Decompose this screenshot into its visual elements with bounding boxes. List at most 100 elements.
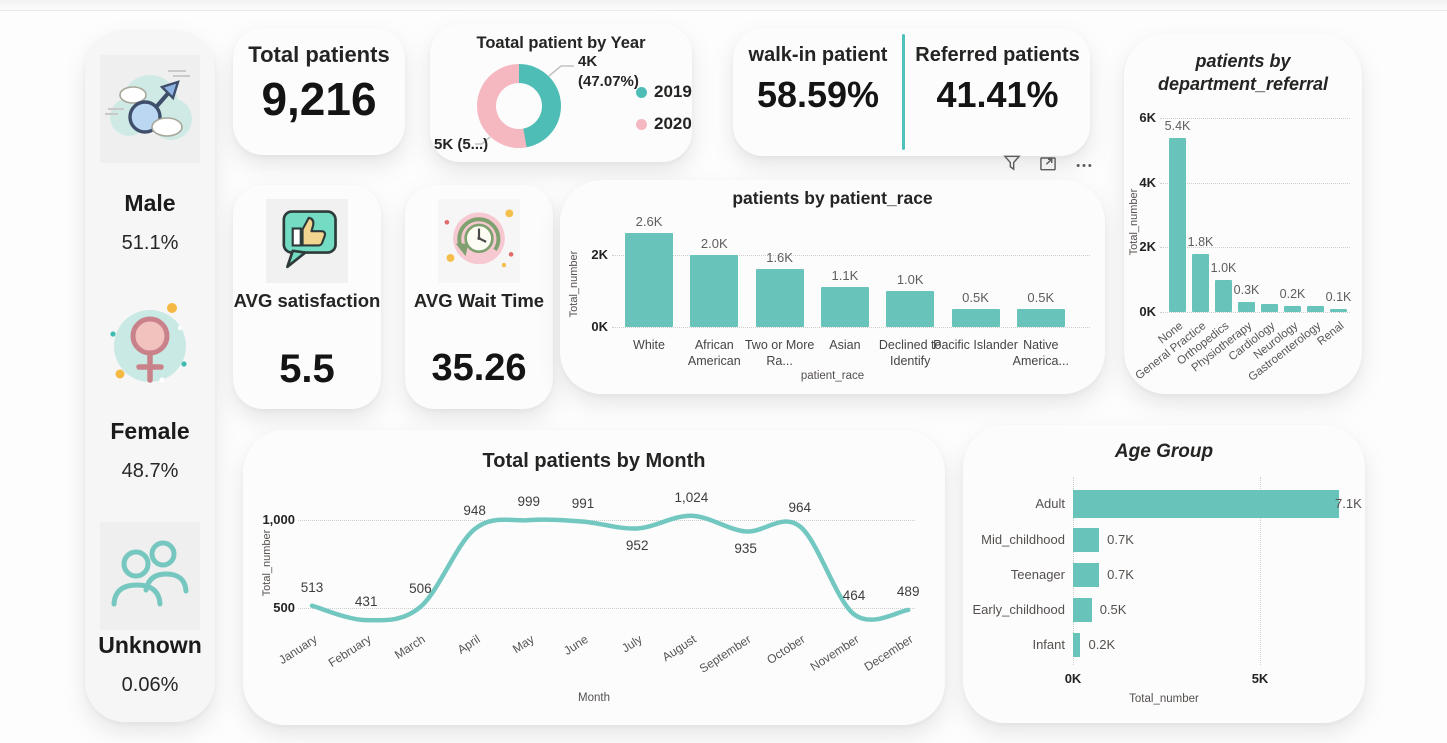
bar-Early_childhood[interactable]: [1073, 598, 1092, 622]
point-label-September: 935: [734, 541, 757, 557]
y-tick-label: 500: [273, 600, 295, 615]
gridline: [1160, 312, 1350, 313]
bar-Cardiology[interactable]: [1261, 303, 1278, 312]
more-options-icon[interactable]: [1074, 153, 1094, 173]
referred-half: Referred patients 41.41%: [905, 28, 1090, 156]
bar-Asian[interactable]: [820, 287, 869, 327]
dept-referral-chart[interactable]: 0K 2K 4K 6K 5.4K None 1.8K General Practice 1.0K…: [1124, 34, 1362, 394]
age-group-card: Age Group 0K 5K Adult 7.1K Mid_childhood 0.7K…: [963, 425, 1365, 723]
dept-yaxis-title: Total_number: [1128, 188, 1140, 256]
bar-value-label: 0.5K: [1027, 290, 1055, 305]
point-label-December: 489: [896, 583, 920, 599]
point-label-March: 506: [409, 580, 432, 596]
avg-wait-card: AVG Wait Time 35.26: [405, 185, 553, 409]
bar-Teenager[interactable]: [1073, 563, 1100, 587]
point-label-February: 431: [354, 594, 378, 610]
bar-value-label: 7.1K: [1335, 496, 1362, 511]
bar-Native America...[interactable]: [1016, 309, 1065, 327]
monthly-title: Total patients by Month: [482, 450, 706, 472]
bar-African American[interactable]: [690, 255, 739, 327]
bar-Pacific Islander[interactable]: [951, 309, 1000, 327]
bar-value-label: 0.5K: [1099, 602, 1127, 617]
x-tick-label: 5K: [1251, 671, 1269, 686]
female-label: Female: [110, 418, 190, 444]
y-category-label: Adult: [1035, 496, 1065, 511]
bar-Adult[interactable]: [1073, 490, 1339, 518]
x-category-label: African American: [687, 338, 741, 369]
y-tick-label: 4K: [1139, 174, 1156, 190]
year-donut-title: Toatal patient by Year: [476, 34, 646, 52]
legend-item-2020[interactable]: 2020: [636, 114, 692, 134]
x-tick-label: 0K: [1064, 671, 1082, 686]
bar-Renal[interactable]: [1330, 308, 1347, 312]
wait-clock-icon: [438, 199, 520, 283]
gridline: [612, 255, 1090, 256]
filter-icon[interactable]: [1002, 153, 1022, 173]
gridline: [1160, 247, 1350, 249]
total-patients-card: Total patients 9,216: [233, 28, 405, 155]
patient-race-card: patients by patient_race 0K 2K 2.6K White 2.…: [560, 180, 1105, 394]
avg-satisfaction-title: AVG satisfaction: [233, 290, 381, 311]
legend-label-2019: 2019: [654, 82, 692, 101]
bar-value-label: 5.4K: [1164, 118, 1191, 133]
bar-value-label: 0.1K: [1325, 289, 1352, 304]
bar-White[interactable]: [625, 233, 673, 327]
legend-dot-2019: [636, 86, 647, 98]
gridline: [612, 327, 1090, 328]
bar-Infant[interactable]: [1073, 633, 1081, 657]
line-series: [309, 513, 911, 623]
bar-Declined to Identify[interactable]: [886, 291, 935, 327]
point-label-May: 999: [517, 494, 541, 510]
monthly-line-chart[interactable]: 500 1,000 513 January 431 February 506 March 948…: [243, 430, 945, 725]
y-tick-label: 2K: [1139, 239, 1156, 255]
point-label-October: 964: [788, 500, 812, 516]
bar-value-label: 2.0K: [700, 236, 728, 251]
x-category-label: Asian: [829, 338, 861, 352]
bar-value-label: 1.6K: [766, 250, 793, 266]
bar-Neurology[interactable]: [1284, 305, 1301, 312]
total-patients-title: Total patients: [248, 42, 390, 67]
bar-value-label: 0.2K: [1279, 286, 1306, 301]
avg-wait-value: 35.26: [431, 347, 527, 389]
bar-value-label: 1.0K: [1210, 260, 1237, 275]
unknown-value: 0.06%: [121, 674, 179, 696]
age-group-chart[interactable]: 0K 5K Adult 7.1K Mid_childhood 0.7K Teenager 0.…: [963, 425, 1365, 723]
y-tick-label: 0K: [591, 319, 608, 334]
gridline: [1160, 182, 1350, 184]
donut-callout-2019: 4K (47.07%): [578, 52, 639, 91]
bar-Gastroenterology[interactable]: [1307, 305, 1324, 312]
bar-Mid_childhood[interactable]: [1073, 528, 1100, 552]
point-label-November: 464: [842, 588, 866, 604]
race-xaxis-title: patient_race: [800, 370, 865, 382]
bar-Physiotherapy[interactable]: [1238, 302, 1255, 312]
unknown-label: Unknown: [98, 632, 202, 658]
x-category-label: Native America...: [1012, 338, 1069, 369]
referred-title: Referred patients: [915, 44, 1080, 66]
patient-race-chart[interactable]: 0K 2K 2.6K White 2.0K African American 1.6K Two…: [560, 180, 1105, 394]
y-tick-label: 0K: [1139, 304, 1156, 319]
legend-dot-2020: [636, 118, 647, 130]
donut-callout-lines: [475, 65, 574, 145]
bar-value-label: 0.2K: [1088, 637, 1116, 652]
walkin-value: 58.59%: [756, 74, 880, 115]
walkin-title: walk-in patient: [748, 44, 888, 66]
page-top-edge: [0, 0, 1447, 11]
gender-stats-panel: Male 51.1% Female 48.7% Unknown: [85, 30, 215, 722]
male-icon: [100, 55, 200, 163]
bar-General Practice[interactable]: [1192, 253, 1209, 312]
gridline: [298, 520, 915, 521]
focus-mode-icon[interactable]: [1038, 153, 1058, 173]
y-category-label: Teenager: [1010, 567, 1065, 582]
bar-Orthopedics[interactable]: [1215, 279, 1232, 312]
month-yaxis-title: Total_number: [261, 529, 273, 597]
dept-referral-title: patients by department_referral: [1157, 51, 1329, 95]
y-tick-label: 6K: [1139, 110, 1156, 126]
bar-Two or More Ra...[interactable]: [755, 269, 804, 327]
legend-item-2019[interactable]: 2019: [636, 82, 692, 102]
gridline: [298, 608, 915, 609]
bar-None[interactable]: [1169, 137, 1186, 312]
donut-callout-2019-value: 4K: [578, 53, 598, 70]
point-label-June: 991: [571, 495, 595, 511]
y-tick-label: 1,000: [262, 512, 295, 527]
